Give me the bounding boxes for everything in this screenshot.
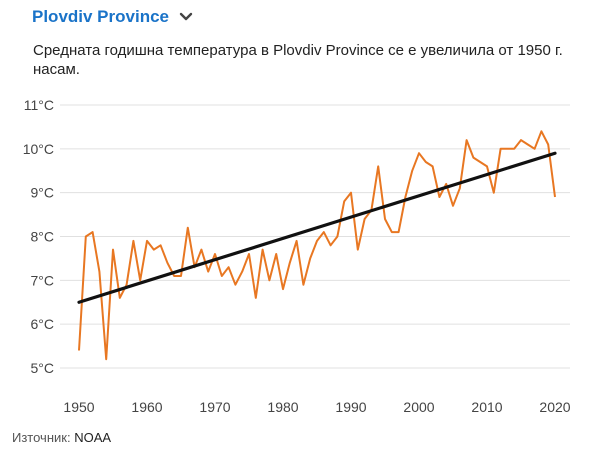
x-tick-label: 1960 — [131, 399, 162, 415]
x-tick-label: 1980 — [267, 399, 298, 415]
source-name: NOAA — [74, 430, 112, 445]
y-tick-label: 11°C — [24, 97, 54, 113]
x-tick-label: 2010 — [471, 399, 502, 415]
grid-lines — [60, 104, 570, 369]
chart-title: Средната годишна температура в Plovdiv P… — [33, 42, 563, 78]
y-tick-label: 8°C — [31, 229, 55, 245]
province-selector[interactable]: Plovdiv Province — [32, 4, 193, 30]
x-tick-label: 2000 — [403, 399, 434, 415]
trend-line — [77, 151, 557, 304]
source-label: Източник: — [12, 430, 71, 445]
y-tick-label: 5°C — [31, 360, 55, 376]
x-tick-label: 1990 — [335, 399, 366, 415]
page-title: Plovdiv Province — [32, 7, 169, 26]
y-tick-label: 9°C — [31, 185, 55, 201]
source-attribution: Източник: NOAA — [12, 430, 111, 445]
y-axis-ticks: 5°C 6°C 7°C 8°C 9°C 10°C 11°C — [23, 97, 54, 376]
x-tick-label: 1950 — [63, 399, 94, 415]
x-tick-label: 1970 — [199, 399, 230, 415]
y-tick-label: 6°C — [31, 316, 55, 332]
y-tick-label: 10°C — [23, 141, 54, 157]
chevron-down-icon[interactable] — [179, 12, 193, 22]
y-tick-label: 7°C — [31, 272, 55, 288]
x-axis-ticks: 1950 1960 1970 1980 1990 2000 2010 2020 — [63, 399, 570, 415]
x-tick-label: 2020 — [539, 399, 570, 415]
temperature-series-line — [78, 130, 556, 361]
